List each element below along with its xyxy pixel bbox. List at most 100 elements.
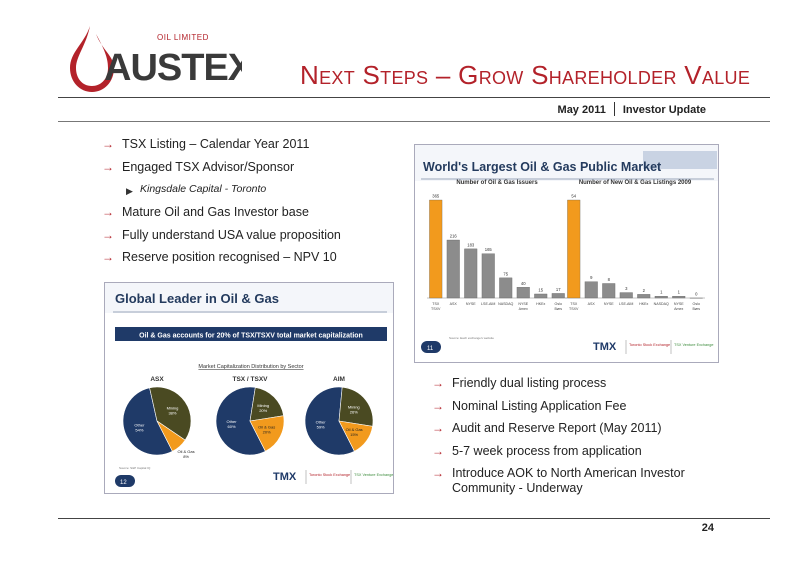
bar-value-label: 183	[467, 242, 475, 247]
header-date: May 2011	[557, 104, 606, 116]
bar	[619, 292, 633, 299]
bar	[551, 293, 565, 299]
slice-value-label: 60%	[228, 424, 236, 429]
pie-title: AIM	[333, 376, 345, 383]
leader-banner-text: Oil & Gas accounts for 20% of TSX/TSXV t…	[139, 333, 363, 340]
arrow-right-icon: →	[432, 466, 444, 481]
bar-value-label: 17	[556, 287, 561, 292]
bar	[516, 287, 530, 299]
header-separator	[613, 102, 615, 116]
arrow-right-icon: →	[102, 137, 114, 151]
category-label: LSE-AIM	[619, 302, 633, 306]
slice-name: Oil & Gas	[258, 424, 275, 429]
category-label: NYSE	[466, 302, 476, 306]
pie-slice	[149, 386, 192, 441]
bar	[602, 283, 616, 299]
bar-value-label: 15	[538, 287, 543, 292]
subheader-rule	[58, 121, 770, 122]
slice-value-label: 15%	[350, 432, 358, 437]
header-subtitle: May 2011 Investor Update	[558, 102, 706, 116]
bar-value-label: 216	[450, 234, 458, 239]
category-label: Oslo	[555, 302, 562, 306]
arrow-right-icon: →	[102, 205, 114, 220]
category-label: NYSE	[674, 302, 684, 306]
category-label: NYSE	[518, 302, 528, 306]
bar	[637, 294, 651, 299]
market-bar-charts: World's Largest Oil & Gas Public Market …	[415, 145, 718, 354]
bullet-item: → Friendly dual listing process	[432, 376, 607, 390]
slide-number: 11	[427, 346, 434, 352]
bar	[584, 281, 598, 299]
header-doc: Investor Update	[622, 104, 706, 116]
logo-name: AUSTEX	[104, 47, 242, 89]
category-label: TSX	[570, 302, 578, 306]
arrow-right-icon: →	[102, 227, 114, 242]
category-label: Børs	[692, 307, 700, 311]
pie-title: ASX	[150, 376, 164, 383]
bar-value-label: 3	[625, 286, 628, 291]
new-listings-bar-chart: Number of New Oil & Gas Listings 2009 54 T…	[565, 180, 705, 311]
slice-name: Mining	[257, 403, 269, 408]
pie-title: TSX / TSXV	[232, 376, 268, 383]
logo-tagline: OIL LIMITED	[157, 33, 209, 42]
category-label: NASDAQ	[654, 302, 669, 306]
bar	[654, 296, 668, 299]
category-label: ASX	[450, 302, 458, 306]
arrow-right-icon: →	[432, 398, 444, 413]
chart-title: Number of Oil & Gas Issuers	[456, 180, 538, 186]
bar-value-label: 165	[485, 247, 493, 252]
bar	[446, 239, 460, 299]
sub-bullet-item: ▶ Kingsdale Capital - Toronto	[102, 182, 402, 197]
bar	[534, 293, 548, 299]
slice-value-label: 38%	[168, 410, 176, 415]
bar-value-label: 9	[590, 275, 593, 280]
slide-number-badge	[115, 475, 135, 487]
pie-slice	[249, 387, 284, 422]
category-label: TSX	[432, 302, 440, 306]
category-label: TSXV	[569, 307, 579, 311]
pie-slice	[249, 415, 285, 452]
bar	[481, 253, 495, 299]
bullet-item: → TSX Listing – Calendar Year 2011	[102, 137, 310, 151]
bar	[672, 296, 686, 299]
tmx-tsxv: TSX Venture Exchange	[674, 343, 713, 347]
bar	[567, 199, 581, 299]
bullet-item: → 5-7 week process from application	[432, 443, 642, 458]
category-label: HKEx	[639, 302, 648, 306]
slide-number: 12	[120, 480, 127, 486]
pie-slice	[338, 420, 373, 452]
slice-name: Mining	[167, 405, 179, 410]
global-leader-panel: Global Leader in Oil & Gas Oil & Gas acc…	[104, 282, 394, 494]
tmx-logo: TMX Toronto Stock Exchange TSX Venture E…	[593, 340, 713, 354]
bar-value-label: 2	[643, 288, 646, 293]
category-label: TSXV	[431, 307, 441, 311]
pie-slice	[338, 386, 374, 427]
world-market-panel: World's Largest Oil & Gas Public Market …	[414, 144, 719, 363]
footer-rule	[58, 518, 770, 519]
bullet-item: → Mature Oil and Gas Investor base	[102, 205, 309, 220]
bar	[499, 277, 513, 299]
leader-source: Source: S&P Capital IQ	[119, 466, 151, 470]
slice-value-label: 54%	[135, 427, 143, 432]
slice-name: Oil & Gas	[178, 449, 195, 454]
category-label: Børs	[554, 307, 562, 311]
category-label: Amex	[519, 307, 528, 311]
bullet-item: → Reserve position recognised – NPV 10	[102, 250, 337, 265]
slice-value-label: 59%	[317, 425, 325, 430]
bar-value-label: 40	[521, 281, 526, 286]
pie-slice	[122, 387, 173, 456]
pie-slice	[156, 420, 186, 452]
bar	[429, 199, 443, 299]
arrow-right-icon: →	[102, 159, 114, 174]
market-cap-pie-charts: Global Leader in Oil & Gas Oil & Gas acc…	[105, 283, 393, 487]
bar-value-label: 365	[432, 194, 440, 199]
page-number: 24	[701, 522, 714, 534]
bullets-bottom: → Friendly dual listing process → Nominal …	[432, 376, 722, 504]
leader-subtitle: Market Capitalization Distribution by Se…	[198, 364, 303, 370]
category-label: Oslo	[693, 302, 700, 306]
slide-number-badge	[421, 341, 441, 353]
leader-panel-title: Global Leader in Oil & Gas	[115, 291, 279, 306]
tmx-tse: Toronto Stock Exchange	[309, 473, 350, 477]
tmx-brand: TMX	[273, 471, 297, 483]
